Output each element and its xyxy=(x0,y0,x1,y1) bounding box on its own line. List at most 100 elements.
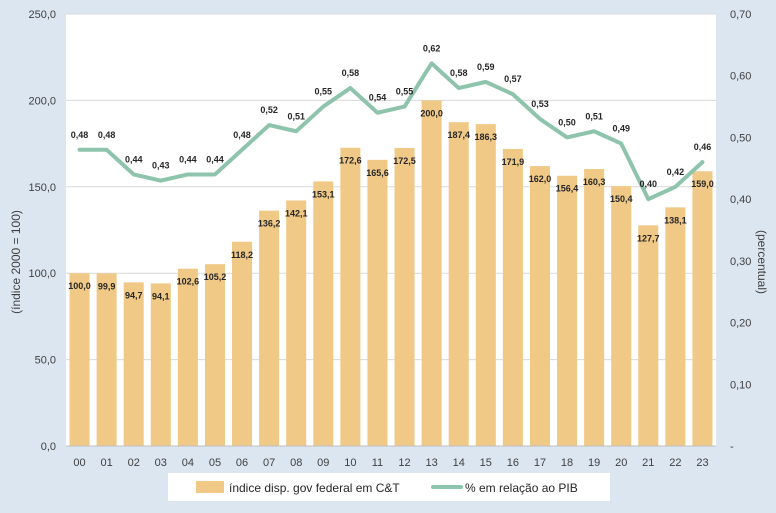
bar xyxy=(529,166,550,446)
bar-value-label: 102,6 xyxy=(177,277,200,287)
x-tick-label: 08 xyxy=(290,457,302,469)
x-tick-label: 14 xyxy=(453,457,465,469)
bar xyxy=(204,264,225,446)
x-tick-label: 11 xyxy=(372,457,383,469)
bar xyxy=(367,159,388,446)
bar-value-label: 136,2 xyxy=(258,219,281,229)
line-value-label: 0,55 xyxy=(315,87,333,97)
y-left-tick-label: 200,0 xyxy=(28,95,56,107)
line-value-label: 0,42 xyxy=(667,167,685,177)
line-value-label: 0,57 xyxy=(504,74,522,84)
x-tick-label: 12 xyxy=(398,457,410,469)
bar-value-label: 138,1 xyxy=(664,215,687,225)
y-left-tick-label: 250,0 xyxy=(28,9,56,21)
y-right-tick-label: - xyxy=(730,441,734,453)
line-value-label: 0,58 xyxy=(450,68,468,78)
line-value-label: 0,46 xyxy=(694,142,712,152)
bar-value-label: 186,3 xyxy=(475,132,498,142)
y-right-tick-label: 0,30 xyxy=(730,256,751,268)
y-axis-right-title: (percentual) xyxy=(755,230,769,294)
line-value-label: 0,43 xyxy=(152,161,170,171)
x-tick-label: 06 xyxy=(236,457,248,469)
bar-value-label: 127,7 xyxy=(637,233,660,243)
x-tick-label: 20 xyxy=(615,457,627,469)
y-right-tick-label: 0,20 xyxy=(730,318,751,330)
y-right-tick-label: 0,50 xyxy=(730,132,751,144)
x-tick-label: 21 xyxy=(642,457,654,469)
x-tick-label: 07 xyxy=(263,457,275,469)
bar xyxy=(96,273,117,446)
line-value-label: 0,51 xyxy=(585,111,603,121)
x-tick-label: 19 xyxy=(588,457,600,469)
x-tick-label: 02 xyxy=(128,457,140,469)
x-tick-label: 17 xyxy=(534,457,546,469)
bar xyxy=(286,200,307,446)
bar-value-label: 162,0 xyxy=(529,174,552,184)
bar-value-label: 105,2 xyxy=(204,272,227,282)
x-tick-label: 04 xyxy=(182,457,194,469)
line-value-label: 0,59 xyxy=(477,62,495,72)
line-value-label: 0,40 xyxy=(640,179,658,189)
y-right-tick-label: 0,70 xyxy=(730,9,751,21)
bar-value-label: 171,9 xyxy=(502,157,525,167)
plot-area xyxy=(66,14,716,446)
line-value-label: 0,55 xyxy=(396,87,414,97)
bar xyxy=(123,282,144,446)
bar-value-label: 165,6 xyxy=(366,168,389,178)
bar xyxy=(584,169,605,447)
line-value-label: 0,44 xyxy=(206,154,224,164)
x-tick-label: 00 xyxy=(73,457,85,469)
bar xyxy=(232,241,253,446)
y-left-tick-label: 100,0 xyxy=(28,268,56,280)
bar-value-label: 153,1 xyxy=(312,189,335,199)
bar-value-label: 187,4 xyxy=(447,130,470,140)
x-tick-label: 18 xyxy=(561,457,573,469)
legend-label-bars: índice disp. gov federal em C&T xyxy=(229,481,400,495)
x-tick-label: 05 xyxy=(209,457,221,469)
x-tick-label: 16 xyxy=(507,457,519,469)
line-value-label: 0,44 xyxy=(179,154,197,164)
line-value-label: 0,49 xyxy=(612,124,630,134)
legend-swatch-bars xyxy=(196,481,224,493)
bar-value-label: 150,4 xyxy=(610,194,633,204)
bar xyxy=(177,268,198,446)
line-value-label: 0,48 xyxy=(233,130,251,140)
y-right-tick-label: 0,60 xyxy=(730,71,751,83)
bar-value-label: 172,5 xyxy=(393,156,416,166)
y-left-tick-label: 50,0 xyxy=(35,355,56,367)
bar-value-label: 118,2 xyxy=(231,250,253,260)
bar-value-label: 94,1 xyxy=(152,291,170,301)
x-tick-label: 01 xyxy=(101,457,113,469)
bar xyxy=(448,122,469,447)
bar xyxy=(692,171,713,447)
bar-value-label: 142,1 xyxy=(285,208,308,218)
x-tick-label: 10 xyxy=(344,457,356,469)
x-tick-label: 03 xyxy=(155,457,167,469)
line-value-label: 0,54 xyxy=(369,93,387,103)
bar-value-label: 200,0 xyxy=(420,108,443,118)
bar-value-label: 156,4 xyxy=(556,184,579,194)
bar xyxy=(611,186,632,446)
legend-box xyxy=(168,473,610,501)
bar-value-label: 160,3 xyxy=(583,177,606,187)
bar-value-label: 100,0 xyxy=(68,281,91,291)
line-value-label: 0,52 xyxy=(260,105,278,115)
bar-value-label: 94,7 xyxy=(125,290,143,300)
bar xyxy=(259,210,280,446)
line-value-label: 0,58 xyxy=(342,68,360,78)
line-value-label: 0,51 xyxy=(287,111,305,121)
bar xyxy=(313,181,334,446)
legend: índice disp. gov federal em C&T % em rel… xyxy=(168,473,610,501)
bar-value-label: 159,0 xyxy=(691,179,714,189)
line-value-label: 0,53 xyxy=(531,99,549,109)
x-tick-label: 22 xyxy=(669,457,681,469)
bar xyxy=(69,273,90,446)
bar-value-label: 172,6 xyxy=(339,156,362,166)
x-tick-label: 13 xyxy=(426,457,438,469)
y-left-tick-label: 150,0 xyxy=(28,182,56,194)
line-value-label: 0,48 xyxy=(71,130,89,140)
bar xyxy=(394,147,415,447)
line-value-label: 0,48 xyxy=(98,130,116,140)
